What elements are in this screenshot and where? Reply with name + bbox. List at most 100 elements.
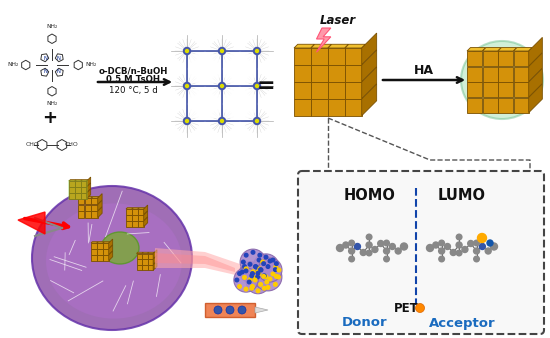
Bar <box>467 97 482 113</box>
Bar <box>78 198 84 204</box>
Polygon shape <box>362 84 377 116</box>
Circle shape <box>274 262 278 265</box>
Bar <box>514 97 529 113</box>
Bar <box>148 265 153 270</box>
Bar <box>311 65 328 82</box>
Bar <box>190 54 219 83</box>
Bar <box>69 193 75 199</box>
Bar <box>91 198 98 204</box>
Bar <box>69 187 75 193</box>
Circle shape <box>256 84 258 88</box>
Circle shape <box>248 278 252 282</box>
Circle shape <box>400 243 408 250</box>
Circle shape <box>258 254 262 257</box>
Circle shape <box>480 243 485 249</box>
Polygon shape <box>311 44 332 48</box>
Bar <box>467 82 482 97</box>
Circle shape <box>259 268 263 272</box>
Circle shape <box>250 274 254 277</box>
Circle shape <box>240 249 266 275</box>
Polygon shape <box>328 44 349 48</box>
Circle shape <box>274 265 278 269</box>
Text: NH₂: NH₂ <box>46 24 58 29</box>
Bar <box>91 243 97 249</box>
Circle shape <box>256 49 258 52</box>
Circle shape <box>366 250 372 256</box>
Polygon shape <box>148 252 155 254</box>
Text: NH₂: NH₂ <box>85 63 96 68</box>
Circle shape <box>258 258 282 282</box>
Text: Laser: Laser <box>320 14 356 26</box>
Circle shape <box>254 265 258 269</box>
Circle shape <box>456 242 462 248</box>
Polygon shape <box>109 245 113 255</box>
Polygon shape <box>91 242 98 243</box>
Bar <box>498 67 513 82</box>
Text: N: N <box>57 69 60 74</box>
Circle shape <box>273 283 277 286</box>
Bar <box>136 254 142 259</box>
Text: 120 °C, 5 d: 120 °C, 5 d <box>109 87 157 96</box>
Bar <box>138 221 144 227</box>
Bar <box>142 254 147 259</box>
Circle shape <box>264 275 268 279</box>
Circle shape <box>491 243 498 250</box>
Circle shape <box>251 270 255 273</box>
Bar <box>91 255 97 261</box>
Circle shape <box>243 276 246 279</box>
Bar <box>97 243 103 249</box>
Ellipse shape <box>193 92 216 115</box>
Polygon shape <box>98 194 102 204</box>
Circle shape <box>261 260 265 264</box>
Bar <box>138 209 144 215</box>
Polygon shape <box>78 196 86 198</box>
Bar <box>498 82 513 97</box>
Circle shape <box>259 268 262 271</box>
Circle shape <box>456 234 462 240</box>
Polygon shape <box>18 212 45 234</box>
Bar <box>190 89 219 118</box>
Bar <box>328 65 345 82</box>
Text: 0.5 M TsOH: 0.5 M TsOH <box>106 75 160 84</box>
Bar <box>132 221 138 227</box>
Circle shape <box>366 234 372 240</box>
Circle shape <box>234 268 258 292</box>
Circle shape <box>262 286 266 290</box>
Circle shape <box>258 267 262 271</box>
Bar <box>142 259 147 265</box>
Circle shape <box>262 262 266 265</box>
Circle shape <box>439 248 444 254</box>
Circle shape <box>384 240 389 246</box>
Ellipse shape <box>228 92 251 115</box>
Text: HOMO: HOMO <box>344 188 396 202</box>
Polygon shape <box>81 180 88 181</box>
Polygon shape <box>103 242 110 243</box>
Circle shape <box>244 254 248 257</box>
Ellipse shape <box>46 203 182 319</box>
Circle shape <box>253 254 279 280</box>
Polygon shape <box>362 67 377 99</box>
Circle shape <box>248 280 251 284</box>
Circle shape <box>462 246 468 252</box>
Circle shape <box>268 277 272 281</box>
Polygon shape <box>85 196 92 198</box>
Circle shape <box>257 258 261 262</box>
Circle shape <box>238 306 246 314</box>
Bar <box>467 67 482 82</box>
Ellipse shape <box>228 57 251 80</box>
Circle shape <box>372 246 378 252</box>
Bar <box>514 82 529 97</box>
Text: CHO: CHO <box>65 143 79 147</box>
Bar <box>345 48 362 65</box>
Polygon shape <box>294 44 315 48</box>
Bar <box>97 255 103 261</box>
Polygon shape <box>362 50 377 82</box>
Polygon shape <box>529 68 542 97</box>
Polygon shape <box>91 196 99 198</box>
Circle shape <box>185 84 189 88</box>
Text: Donor: Donor <box>342 316 388 330</box>
Circle shape <box>221 120 223 122</box>
Bar <box>148 259 153 265</box>
Circle shape <box>250 286 254 290</box>
Polygon shape <box>69 180 76 181</box>
